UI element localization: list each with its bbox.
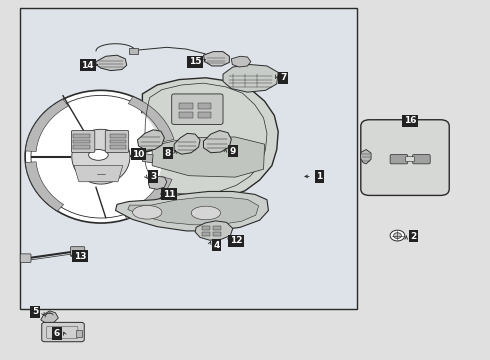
Polygon shape (72, 129, 130, 184)
Polygon shape (223, 64, 278, 92)
Bar (74, 145, 90, 149)
Text: 11: 11 (163, 190, 175, 199)
Bar (197, 103, 211, 109)
Text: 5: 5 (32, 307, 38, 316)
Bar (110, 140, 126, 143)
FancyBboxPatch shape (72, 131, 95, 152)
Text: 12: 12 (230, 237, 243, 246)
Polygon shape (74, 166, 123, 182)
Text: 6: 6 (54, 329, 60, 338)
Text: 9: 9 (230, 147, 236, 156)
Bar (74, 140, 90, 143)
Bar (179, 103, 193, 109)
Polygon shape (152, 137, 265, 177)
Bar (110, 145, 126, 149)
Bar (213, 231, 220, 235)
Bar (76, 330, 82, 337)
Bar (202, 226, 210, 230)
Text: 15: 15 (189, 57, 201, 66)
FancyBboxPatch shape (42, 322, 84, 342)
Polygon shape (360, 149, 371, 164)
Text: 2: 2 (411, 232, 416, 241)
Text: 16: 16 (404, 116, 416, 125)
Ellipse shape (89, 149, 108, 160)
Polygon shape (128, 96, 174, 141)
Text: 8: 8 (165, 149, 171, 158)
Bar (213, 226, 220, 230)
Polygon shape (195, 221, 233, 240)
FancyBboxPatch shape (172, 94, 223, 125)
Polygon shape (138, 130, 164, 150)
Text: 10: 10 (132, 150, 145, 159)
Bar (74, 134, 90, 138)
Bar (20, 8, 357, 309)
Ellipse shape (39, 99, 162, 215)
Bar (197, 112, 211, 118)
Polygon shape (96, 55, 127, 71)
Polygon shape (174, 134, 200, 154)
Ellipse shape (191, 206, 220, 220)
Text: 14: 14 (81, 61, 94, 70)
Polygon shape (25, 99, 69, 152)
Bar (179, 112, 193, 118)
Polygon shape (41, 311, 58, 323)
Polygon shape (143, 153, 153, 163)
Text: 7: 7 (280, 73, 286, 82)
Bar (202, 231, 210, 235)
Text: 3: 3 (150, 172, 156, 181)
FancyBboxPatch shape (406, 157, 415, 162)
Polygon shape (116, 192, 269, 231)
Text: 13: 13 (74, 252, 86, 261)
Polygon shape (203, 51, 229, 66)
FancyBboxPatch shape (105, 131, 129, 152)
FancyBboxPatch shape (413, 154, 430, 164)
Polygon shape (123, 177, 172, 219)
FancyBboxPatch shape (361, 120, 449, 195)
Ellipse shape (133, 206, 162, 219)
Polygon shape (148, 176, 167, 189)
Ellipse shape (25, 90, 176, 223)
FancyBboxPatch shape (390, 154, 408, 164)
Text: 4: 4 (214, 241, 220, 250)
Polygon shape (128, 197, 259, 225)
Circle shape (390, 230, 405, 241)
Bar (129, 48, 138, 54)
Bar (110, 134, 126, 138)
Text: 1: 1 (316, 172, 322, 181)
Ellipse shape (31, 95, 171, 218)
Circle shape (393, 233, 401, 238)
Polygon shape (231, 56, 251, 67)
Polygon shape (25, 162, 64, 211)
Polygon shape (203, 131, 231, 153)
FancyBboxPatch shape (71, 247, 85, 256)
Polygon shape (139, 78, 278, 202)
FancyBboxPatch shape (20, 254, 31, 262)
